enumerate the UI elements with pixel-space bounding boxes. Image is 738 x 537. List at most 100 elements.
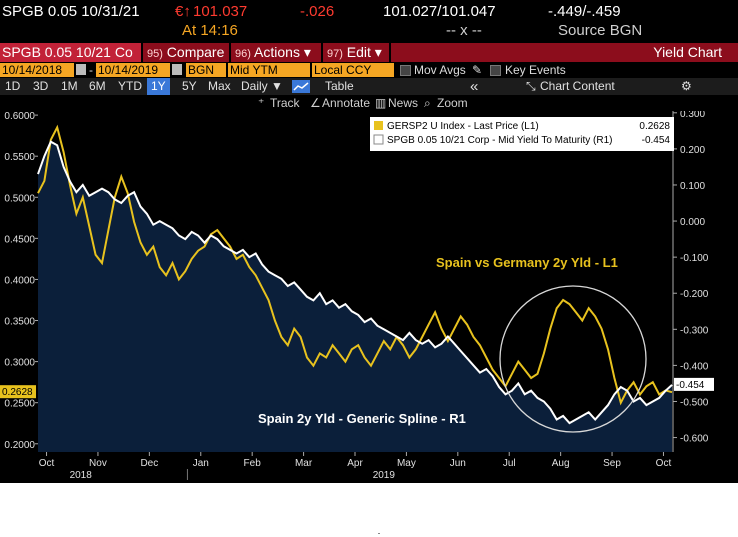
right-tick-label: 0.300 — [680, 111, 705, 120]
legend-swatch-l1 — [374, 121, 383, 130]
left-tick-label: 0.2000 — [4, 440, 35, 451]
annotation-spain-vs-germany: Spain vs Germany 2y Yld - L1 — [436, 255, 618, 270]
x-tick-label: Oct — [656, 458, 672, 469]
actions-button[interactable]: 96) Actions ▾ — [235, 44, 311, 60]
x-tick-label: Jun — [450, 458, 466, 469]
left-tick-label: 0.3000 — [4, 358, 35, 369]
range-max[interactable]: Max — [208, 79, 231, 93]
left-tick-label: 0.5000 — [4, 193, 35, 204]
right-tick-label: -0.600 — [680, 434, 709, 445]
key-events-checkbox[interactable] — [490, 65, 501, 76]
calendar-icon[interactable] — [172, 64, 182, 75]
track-icon[interactable]: ⁺ — [258, 96, 265, 110]
left-tick-label: 0.4000 — [4, 275, 35, 286]
left-axis: 0.6000 0.5500 0.5000 0.4500 0.4000 0.3500 0.30… — [4, 111, 38, 451]
left-tick-label: 0.6000 — [4, 111, 35, 122]
function-title: Yield Chart — [653, 44, 722, 60]
ticker: SPGB 0.05 10/31/21 — [2, 3, 140, 20]
quote-size: -- x -- — [446, 22, 482, 39]
bloomberg-terminal: SPGB 0.05 10/31/21 €↑ 101.037 -.026 101.… — [0, 0, 738, 483]
start-date-field[interactable]: 10/14/2018 — [0, 63, 74, 77]
function-bar: SPGB 0.05 10/21 Co 95) Compare 96) Actio… — [0, 43, 738, 62]
right-tick-label: -0.300 — [680, 325, 709, 336]
end-date-field[interactable]: 10/14/2019 — [96, 63, 170, 77]
security-field[interactable]: SPGB 0.05 10/21 Co — [0, 43, 142, 62]
period-dropdown[interactable]: Daily ▼ — [241, 79, 283, 93]
legend-value-l1: 0.2628 — [639, 121, 670, 132]
date-range-dash: - — [89, 63, 93, 77]
right-tick-label: 0.100 — [680, 181, 705, 192]
pencil-icon[interactable]: ✎ — [472, 63, 483, 77]
range-row: 1D 3D 1M 6M YTD 1Y 5Y Max Daily ▼ Table … — [0, 78, 738, 95]
right-tick-label: -0.400 — [680, 361, 709, 372]
compare-button[interactable]: 95) Compare — [147, 44, 225, 60]
x-tick-label: Sep — [603, 458, 621, 469]
annotation-spain-2y: Spain 2y Yld - Generic Spline - R1 — [258, 411, 466, 426]
news-icon[interactable]: ▥ — [375, 96, 387, 110]
left-tick-label: 0.2500 — [4, 399, 35, 410]
x-tick-label: May — [397, 458, 416, 469]
market-field[interactable]: Mid YTM — [228, 63, 310, 77]
range-1m[interactable]: 1M — [61, 79, 78, 93]
zoom-icon[interactable]: ⌕ — [424, 96, 431, 110]
last-value-l1: 0.2628 — [2, 387, 33, 398]
track-button[interactable]: Track — [270, 96, 300, 110]
annotate-button[interactable]: Annotate — [322, 96, 371, 110]
right-axis: 0.300 0.200 0.100 0.000 -0.100 -0.200 -0.300 -0… — [672, 111, 709, 452]
right-tick-label: -0.100 — [680, 253, 709, 264]
calendar-icon[interactable] — [76, 64, 86, 75]
net-change: -.026 — [300, 3, 335, 20]
price-source: Source BGN — [558, 22, 643, 39]
source-field[interactable]: BGN — [186, 63, 226, 77]
right-tick-label: 0.200 — [680, 145, 705, 156]
right-tick-label: -0.200 — [680, 289, 709, 300]
legend-value-r1: -0.454 — [642, 135, 671, 146]
range-6m[interactable]: 6M — [89, 79, 106, 93]
legend-box — [370, 117, 674, 151]
key-events-label: Key Events — [505, 63, 566, 77]
table-button[interactable]: Table — [325, 79, 354, 93]
legend-label-l1: GERSP2 U Index - Last Price (L1) — [387, 121, 539, 132]
gear-icon[interactable]: ⚙ — [681, 79, 692, 93]
x-tick-label: Oct — [39, 458, 55, 469]
currency-field[interactable]: Local CCY — [312, 63, 394, 77]
quote-header: SPGB 0.05 10/31/21 €↑ 101.037 -.026 101.… — [0, 0, 738, 42]
series-line-l1 — [37, 124, 673, 406]
bid-ask-yields: -.449/-.459 — [548, 3, 621, 20]
highlight-circle — [499, 285, 647, 433]
range-1d[interactable]: 1D — [5, 79, 21, 93]
line-chart-glyph — [293, 82, 309, 91]
range-3d[interactable]: 3D — [33, 79, 49, 93]
page-mark — [378, 533, 380, 534]
last-value-tag-l1 — [0, 385, 36, 399]
x-tick-label: Apr — [347, 458, 363, 469]
range-ytd[interactable]: YTD — [118, 79, 142, 93]
chart-content-icon[interactable]: ⤡ — [526, 79, 536, 93]
yield-chart[interactable]: 0.6000 0.5500 0.5000 0.4500 0.4000 0.3500 0.30… — [0, 111, 738, 483]
mov-avgs-checkbox[interactable] — [400, 65, 411, 76]
line-chart-icon[interactable] — [292, 80, 310, 93]
range-5y[interactable]: 5Y — [182, 79, 197, 93]
last-value-r1: -0.454 — [676, 380, 705, 391]
legend: GERSP2 U Index - Last Price (L1) 0.2628 … — [370, 117, 674, 151]
legend-label-r1: SPGB 0.05 10/21 Corp - Mid Yield To Matu… — [387, 135, 612, 146]
last-value-tag-r1 — [674, 377, 714, 391]
news-button[interactable]: News — [388, 96, 419, 110]
mov-avgs-label: Mov Avgs — [414, 63, 466, 77]
left-tick-label: 0.3500 — [4, 317, 35, 328]
legend-swatch-r1 — [373, 134, 384, 145]
x-axis: Oct Nov Dec Jan Feb Mar Apr May Jun Jul Aug Sep Oct 2… — [39, 452, 672, 481]
range-1y-selected[interactable]: 1Y — [147, 78, 170, 95]
x-tick-label: Jan — [193, 458, 209, 469]
x-tick-label: Aug — [552, 458, 570, 469]
x-tick-label: Nov — [89, 458, 107, 469]
annotate-icon[interactable]: ∠ — [310, 96, 321, 110]
chart-content-button[interactable]: Chart Content — [540, 79, 615, 93]
edit-button[interactable]: 97) Edit ▾ — [327, 44, 382, 60]
chart-tools-row: ⁺ Track ∠ Annotate ▥ News ⌕ Zoom — [0, 95, 738, 111]
series-line-r1 — [37, 140, 673, 425]
area-fill-r1 — [38, 111, 672, 424]
collapse-icon[interactable]: « — [470, 78, 479, 95]
zoom-button[interactable]: Zoom — [437, 96, 468, 110]
x-year-label: 2019 — [373, 470, 396, 481]
